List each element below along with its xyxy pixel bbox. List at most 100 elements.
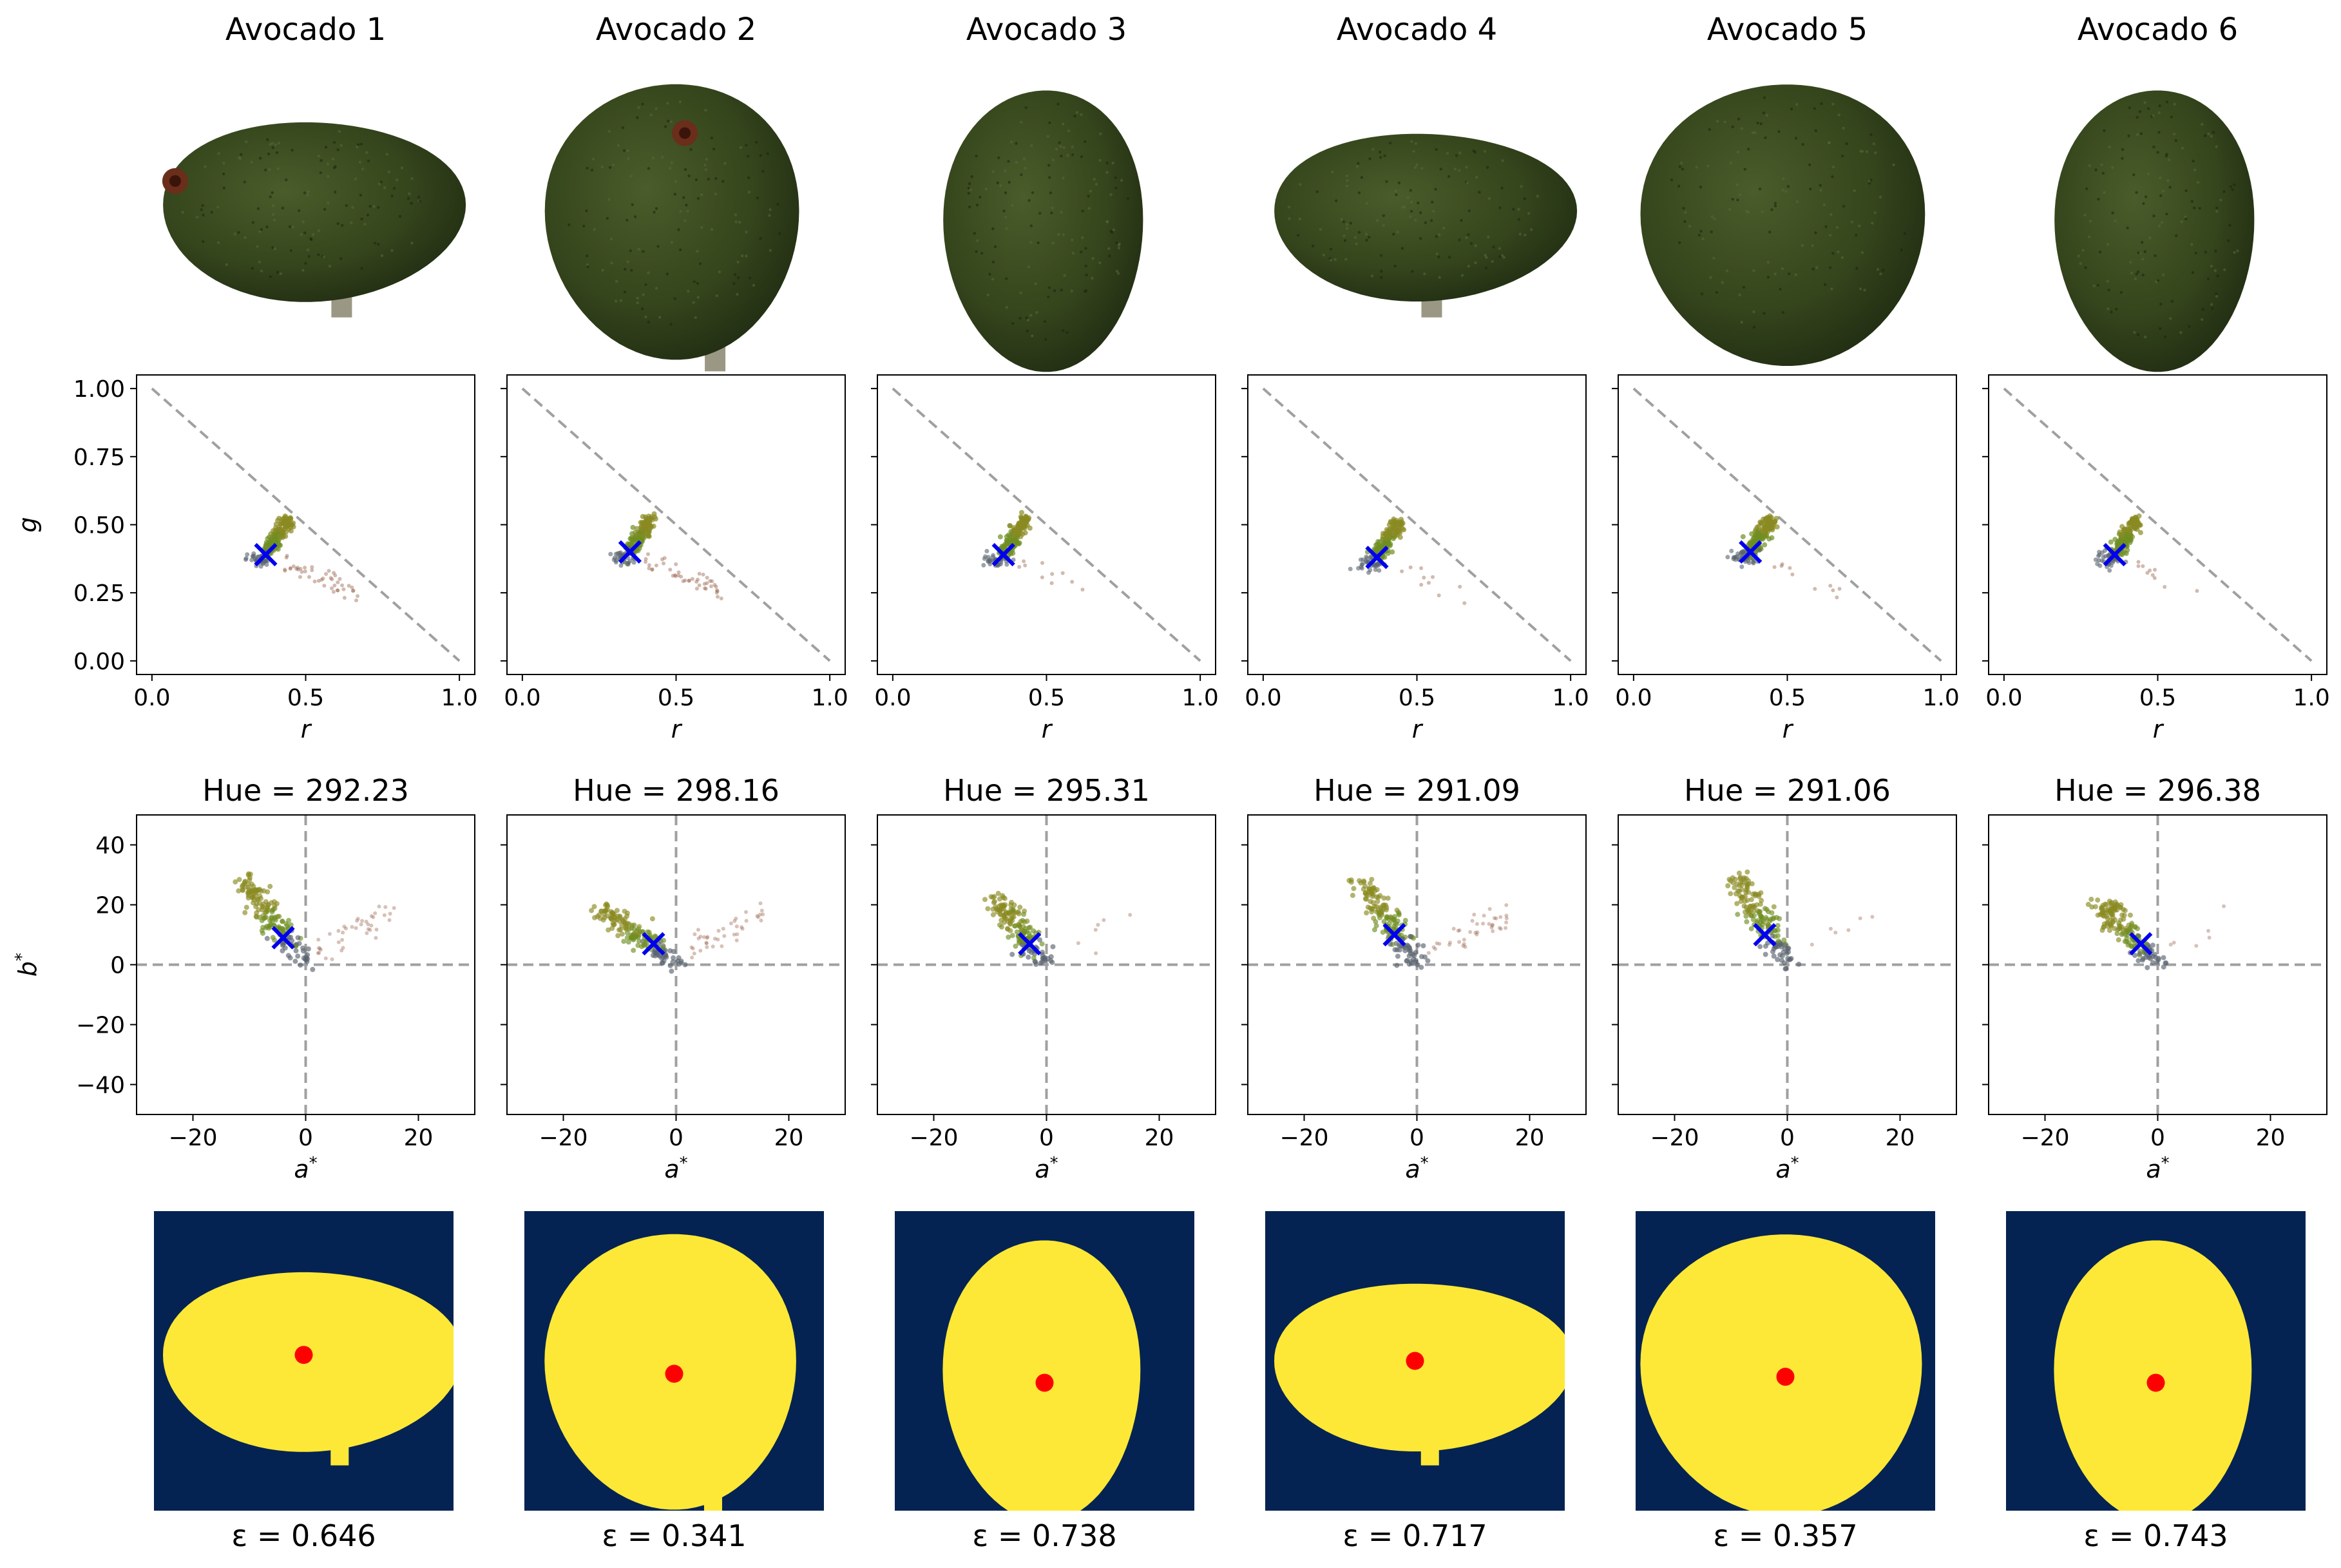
skin-speckle xyxy=(1863,289,1866,292)
skin-speckle xyxy=(1763,96,1766,99)
data-point xyxy=(263,899,269,904)
data-point xyxy=(1390,524,1395,530)
data-point xyxy=(2148,956,2154,961)
data-point xyxy=(1021,912,1027,917)
axis-label-base: a xyxy=(1035,1155,1049,1183)
data-point xyxy=(2136,564,2141,568)
skin-speckle xyxy=(1431,200,1434,204)
data-point xyxy=(1490,923,1495,927)
skin-speckle xyxy=(1763,312,1766,315)
stem-scar-center xyxy=(169,175,181,187)
skin-speckle xyxy=(1011,204,1014,207)
data-point xyxy=(1050,944,1056,950)
data-point xyxy=(2207,935,2212,940)
data-point xyxy=(1775,923,1781,928)
skin-speckle xyxy=(243,180,246,184)
data-point xyxy=(1008,523,1013,529)
skin-speckle xyxy=(687,174,691,178)
skin-speckle xyxy=(1790,107,1793,111)
x-tick-label: 20 xyxy=(404,1125,434,1151)
skin-speckle xyxy=(1382,214,1385,217)
x-tick-label: 0.5 xyxy=(1028,685,1065,711)
data-point xyxy=(1437,942,1442,946)
skin-speckle xyxy=(664,125,667,128)
skin-speckle xyxy=(276,167,280,170)
skin-speckle xyxy=(1435,148,1438,151)
data-point xyxy=(341,587,346,591)
skin-speckle xyxy=(761,169,765,173)
data-point xyxy=(2093,557,2098,562)
skin-speckle xyxy=(1126,196,1130,200)
data-point xyxy=(997,896,1002,902)
data-point xyxy=(602,915,607,921)
data-point xyxy=(318,946,322,951)
skin-speckle xyxy=(601,269,604,272)
data-point xyxy=(368,928,372,932)
skin-speckle xyxy=(1681,167,1685,171)
data-point xyxy=(317,951,321,955)
data-point xyxy=(2117,917,2123,923)
centroid-marker xyxy=(2129,932,2153,956)
skin-speckle xyxy=(633,215,637,218)
skin-speckle xyxy=(279,272,282,275)
skin-speckle xyxy=(1458,238,1461,242)
skin-speckle xyxy=(1357,191,1361,195)
skin-speckle xyxy=(1419,237,1422,240)
x-tick-label: 0.0 xyxy=(1985,685,2022,711)
hue-title: Hue = 291.09 xyxy=(1314,773,1520,808)
skin-speckle xyxy=(1460,274,1464,277)
skin-speckle xyxy=(1118,242,1121,245)
data-point xyxy=(336,588,340,593)
x-axis-label: r xyxy=(2153,715,2164,743)
skin-speckle xyxy=(2192,206,2196,209)
skin-speckle xyxy=(1080,113,1083,117)
data-point xyxy=(267,884,273,889)
eccentricity-label: ε = 0.646 xyxy=(231,1518,376,1553)
skin-speckle xyxy=(683,219,687,222)
data-point xyxy=(1763,951,1768,957)
skin-speckle xyxy=(2228,224,2231,227)
skin-speckle xyxy=(1455,154,1458,157)
skin-speckle xyxy=(585,209,588,213)
data-point xyxy=(660,557,664,562)
data-point xyxy=(1775,927,1781,933)
data-point xyxy=(1024,519,1029,524)
data-point xyxy=(720,944,724,948)
skin-speckle xyxy=(2219,198,2222,202)
data-point xyxy=(635,934,641,940)
data-point xyxy=(689,945,694,950)
centroid-marker xyxy=(271,926,295,950)
skin-speckle xyxy=(1380,276,1383,279)
skin-speckle xyxy=(629,249,632,253)
skin-speckle xyxy=(615,300,618,303)
x-tick-label: 0.5 xyxy=(2139,685,2176,711)
data-point xyxy=(997,922,1002,928)
data-point xyxy=(1408,934,1413,940)
axis-label-base: a xyxy=(1405,1155,1420,1183)
data-point xyxy=(253,913,259,919)
skin-speckle xyxy=(593,228,596,231)
data-point xyxy=(986,559,991,564)
data-point xyxy=(622,920,628,926)
skin-speckle xyxy=(379,180,383,184)
data-point xyxy=(2172,941,2176,945)
skin-speckle xyxy=(1830,287,1833,291)
data-point xyxy=(595,913,600,919)
skin-speckle xyxy=(1098,261,1102,265)
data-point xyxy=(261,560,266,566)
skin-speckle xyxy=(1058,141,1061,144)
skin-speckle xyxy=(1706,164,1710,167)
skin-speckle xyxy=(1031,334,1034,338)
skin-speckle xyxy=(754,140,758,144)
data-point xyxy=(1010,906,1016,912)
skin-speckle xyxy=(1111,161,1114,165)
skin-speckle xyxy=(1491,260,1494,263)
x-tick-label: 0 xyxy=(1409,1125,1424,1151)
skin-speckle xyxy=(1501,159,1504,162)
skin-speckle xyxy=(991,170,995,173)
data-point xyxy=(1031,928,1036,933)
skin-speckle xyxy=(1029,314,1033,317)
data-point xyxy=(1790,572,1795,577)
data-point xyxy=(1777,916,1782,921)
data-point xyxy=(2116,923,2122,928)
